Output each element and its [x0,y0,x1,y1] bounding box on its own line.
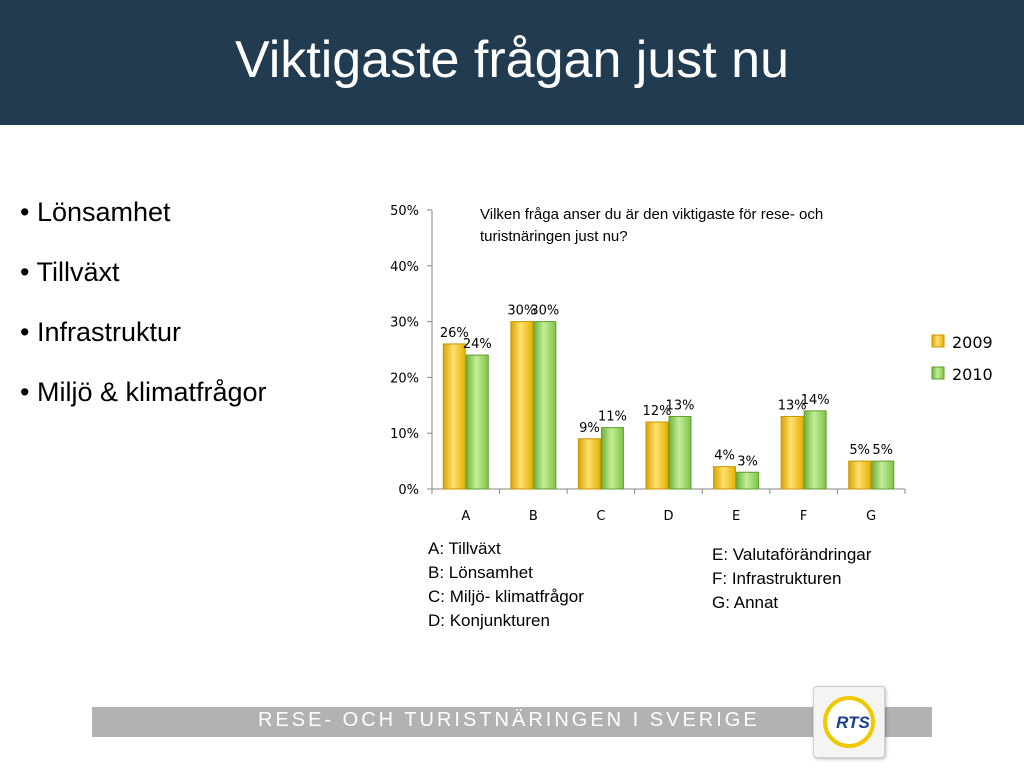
y-axis: 0% 10% 20% 30% 40% 50% [390,204,433,498]
y-tick-label: 20% [390,371,419,386]
bar-2009-B [510,321,534,490]
bullet-lonsamhet: • Lönsamhet [20,197,171,227]
bullet-tillvaxt: • Tillväxt [20,257,120,287]
logo-ring-icon: RTS [823,696,875,748]
data-label: 11% [598,410,627,425]
bar-2009-C [577,438,601,490]
category-legend-item: C: Miljö- klimatfrågor [428,587,584,606]
data-label: 12% [643,404,672,419]
y-tick-label: 50% [390,204,419,219]
data-label: 5% [849,443,870,458]
data-label: 3% [737,454,758,469]
bars: 26% 30% 9% 12% 4% 13% 5% 24% 30% 11% 13% 3% 14% 5% [440,304,895,490]
legend-label-2009: 2009 [952,333,993,352]
bar-2010-C [600,427,624,490]
slide-title: Viktigaste frågan just nu [234,31,790,89]
category-legend-item: G: Annat [712,593,779,612]
x-axis: A B C D E F G [431,488,906,524]
category-legend-left: A: Tillväxt B: Lönsamhet C: Miljö- klima… [428,537,584,633]
y-tick-label: 10% [390,427,419,442]
bar-2010-E [736,471,760,490]
footer-bar [92,707,932,737]
chart-legend: 2009 2010 [931,333,993,384]
category-legend-item: D: Konjunkturen [428,611,550,630]
x-tick-label: A [461,509,470,524]
data-label: 13% [778,398,807,413]
category-legend-item: F: Infrastrukturen [712,569,842,588]
data-label: 13% [666,398,695,413]
bar-2009-G [848,460,872,490]
chart-title: Vilken fråga anser du är den viktigaste … [480,206,823,245]
data-label: 30% [507,304,536,319]
logo-text: RTS [836,713,870,732]
data-label: 14% [801,393,830,408]
data-label: 24% [463,337,492,352]
category-legend-item: B: Lönsamhet [428,563,533,582]
legend-swatch-2009 [931,334,945,348]
x-tick-label: G [866,509,876,524]
x-tick-label: F [800,509,807,524]
x-tick-label: B [529,509,538,524]
title-bar [0,0,1024,125]
footer-text: RESE- OCH TURISTNÄRINGEN I SVERIGE [258,709,760,731]
bar-2009-F [780,415,804,490]
legend-swatch-2010 [931,366,945,380]
bar-2010-F [803,410,827,490]
x-tick-label: E [732,509,740,524]
chart-title-line-1: Vilken fråga anser du är den viktigaste … [480,206,823,223]
bullet-miljo-klimat: • Miljö & klimatfrågor [20,377,267,407]
y-tick-label: 0% [398,483,419,498]
y-tick-label: 40% [390,260,419,275]
category-legend-right: E: Valutaförändringar F: Infrastrukturen… [712,543,871,615]
y-tick-label: 30% [390,316,419,331]
bar-2010-G [871,460,895,490]
x-tick-label: C [596,509,605,524]
data-label: 30% [530,304,559,319]
data-label: 9% [579,421,600,436]
legend-label-2010: 2010 [952,365,993,384]
data-label: 26% [440,326,469,341]
data-label: 5% [872,443,893,458]
bar-2009-D [645,421,669,490]
bar-2010-B [533,321,557,490]
bullet-infrastruktur: • Infrastruktur [20,317,181,347]
bar-2009-E [713,466,737,490]
bar-2010-A [465,354,489,490]
category-legend-item: A: Tillväxt [428,539,501,558]
category-legend-item: E: Valutaförändringar [712,545,872,564]
bar-2010-D [668,415,692,490]
rts-logo: RTS [813,686,885,758]
chart-title-line-2: turistnäringen just nu? [480,228,628,245]
x-tick-label: D [663,509,673,524]
data-label: 4% [714,449,735,464]
bar-chart: Vilken fråga anser du är den viktigaste … [390,204,993,524]
bar-2009-A [442,343,466,490]
